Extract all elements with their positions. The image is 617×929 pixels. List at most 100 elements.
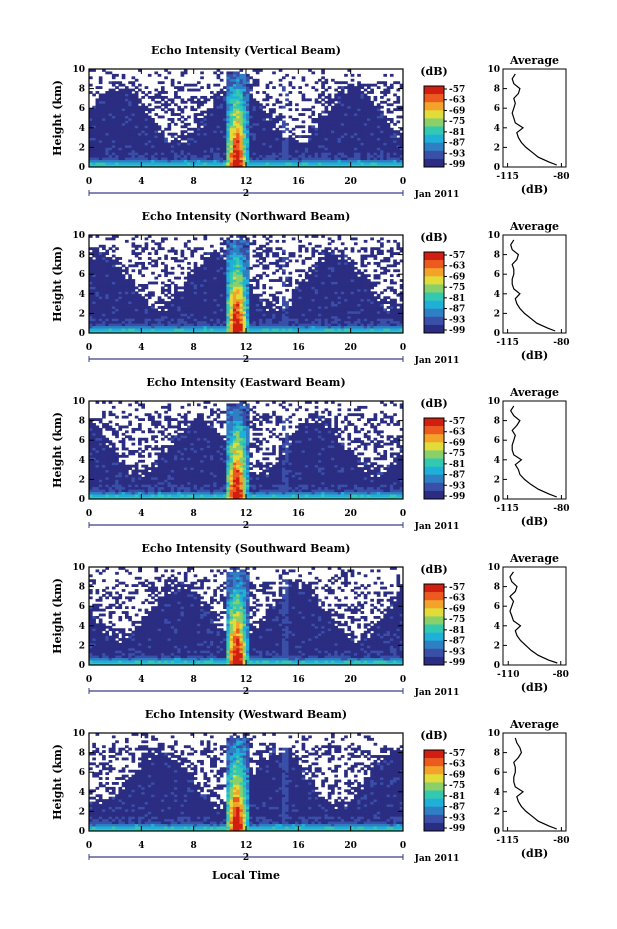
heatmap-cell [360,113,365,116]
heatmap-cell [301,291,306,295]
heatmap-cell [363,142,368,146]
heatmap-cell [262,266,267,270]
heatmap-cell [174,303,178,307]
heatmap-cell [259,130,263,134]
heatmap-cell [164,328,168,331]
heatmap-cell [223,293,227,297]
heatmap-cell [304,308,309,312]
heatmap-cell [272,159,276,163]
heatmap-cell [141,91,145,94]
heatmap-cell [111,149,116,153]
heatmap-cell [115,330,119,334]
heatmap-cell [98,281,103,285]
heatmap-cell [363,83,368,87]
heatmap-cell [213,303,217,307]
heatmap-cell [95,159,100,163]
heatmap-cell [98,284,103,287]
heatmap-cell [252,78,257,82]
heatmap-cell [200,303,204,307]
heatmap-cell [288,259,293,263]
heatmap-cell [246,281,250,285]
heatmap-cell [180,88,185,92]
heatmap-cell [183,122,188,126]
heatmap-cell [216,103,221,107]
heatmap-cell [380,152,384,156]
heatmap-cell [232,76,237,80]
heatmap-cell [108,108,113,112]
heatmap-cell [386,164,391,168]
heatmap-cell [124,320,129,324]
heatmap-cell [196,293,201,297]
heatmap-cell [255,147,260,151]
heatmap-cell [170,320,175,324]
heatmap-cell [399,159,404,163]
heatmap-cell [160,103,165,107]
heatmap-cell [157,81,162,85]
heatmap-cell [304,108,309,112]
heatmap-cell [383,130,388,134]
heatmap-cell [128,328,132,331]
heatmap-cell [128,130,132,134]
heatmap-cell [111,122,116,126]
heatmap-cell [89,147,93,151]
heatmap-cell [239,154,244,158]
heatmap-cell [124,330,129,334]
heatmap-cell [121,100,126,104]
heatmap-cell [311,149,316,153]
heatmap-cell [246,149,250,153]
heatmap-cell [229,247,234,251]
heatmap-cell [160,162,165,165]
heatmap-cell [255,69,260,72]
heatmap-cell [147,310,152,314]
heatmap-cell [252,301,257,304]
heatmap-cell [151,318,155,322]
heatmap-cell [151,247,155,251]
heatmap-cell [180,259,185,263]
heatmap-cell [89,323,93,327]
heatmap-cell [92,288,96,292]
heatmap-cell [223,286,227,290]
heatmap-cell [187,325,191,329]
heatmap-cell [229,83,234,87]
heatmap-cell [115,291,119,295]
heatmap-cell [121,110,126,114]
heatmap-cell [206,286,211,290]
heatmap-cell [268,157,273,161]
heatmap-cell [268,164,273,168]
average-x-tick-label: -80 [553,172,569,182]
heatmap-cell [389,140,394,143]
heatmap-cell [124,100,129,104]
heatmap-cell [350,140,355,143]
heatmap-cell [246,147,250,151]
heatmap-cell [124,162,129,165]
heatmap-cell [268,152,273,156]
heatmap-cell [219,152,224,156]
heatmap-cell [265,130,270,134]
heatmap-cell [226,257,231,260]
heatmap-cell [216,100,221,104]
heatmap-cell [223,249,227,253]
colorbar-swatch [424,94,444,103]
heatmap-cell [200,264,204,268]
heatmap-cell [301,164,306,168]
heatmap-cell [105,328,110,331]
heatmap-cell [147,328,152,331]
heatmap-cell [95,291,100,295]
heatmap-cell [108,276,113,280]
heatmap-cell [311,125,316,129]
heatmap-cell [396,149,401,153]
heatmap-cell [236,144,240,148]
heatmap-cell [115,142,119,146]
heatmap-cell [131,110,136,114]
heatmap-cell [242,137,247,141]
heatmap-cell [324,308,329,312]
heatmap-cell [249,310,253,314]
heatmap-cell [210,147,214,151]
heatmap-cell [210,279,214,282]
heatmap-cell [242,303,247,307]
heatmap-cell [177,313,181,317]
heatmap-cell [321,279,325,282]
heatmap-cell [98,288,103,292]
heatmap-cell [311,159,316,163]
heatmap-cell [190,306,195,309]
